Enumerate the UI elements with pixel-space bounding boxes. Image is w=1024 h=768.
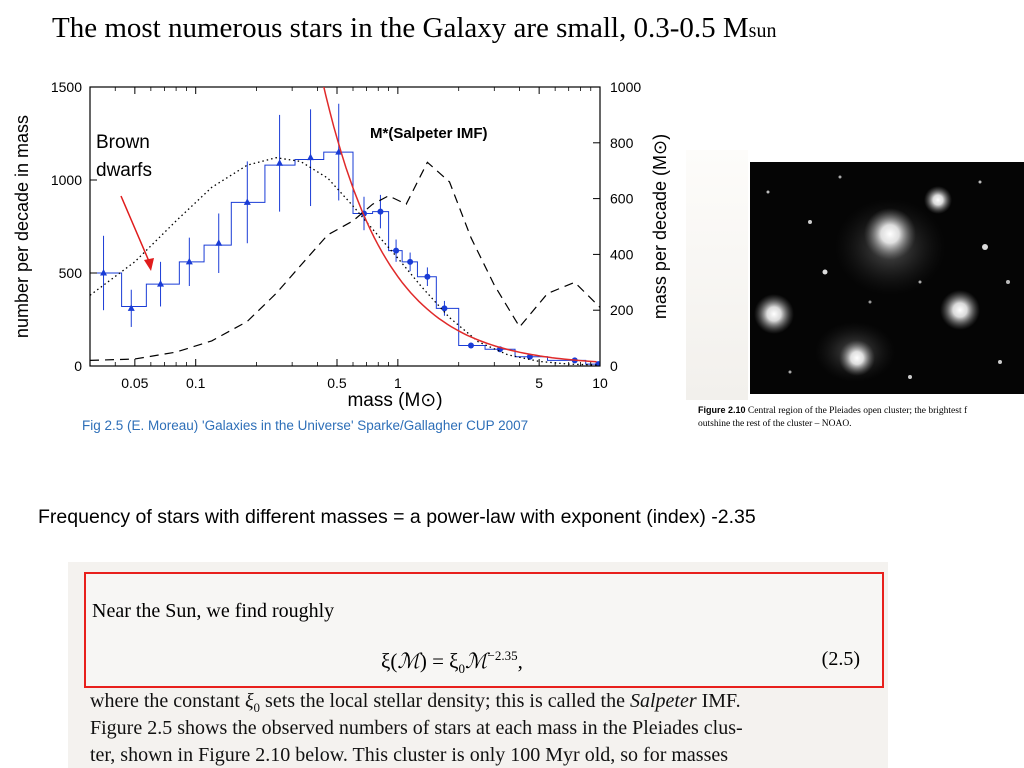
plot-frame [89, 86, 601, 367]
brown-dwarfs-arrowhead [144, 258, 154, 271]
data-point [215, 239, 223, 246]
chart-caption: Fig 2.5 (E. Moreau) 'Galaxies in the Uni… [82, 418, 529, 433]
pleiades-figure: Figure 2.10 Central region of the Pleiad… [686, 150, 1024, 450]
pleiades-photo [750, 162, 1024, 394]
y-left-tick-label: 1500 [51, 79, 82, 95]
y-right-tick-label: 600 [610, 191, 634, 207]
data-point [276, 159, 284, 166]
dotted-fit-line [90, 157, 600, 366]
book-line-2: Figure 2.5 shows the observed numbers of… [90, 717, 743, 739]
data-point [127, 304, 135, 311]
y-left-tick-label: 1000 [51, 172, 82, 188]
x-tick-label: 0.05 [121, 375, 148, 391]
book-line-1: where the constant ξ0 sets the local ste… [90, 690, 741, 715]
near-sun-text: Near the Sun, we find roughly [92, 600, 335, 622]
brown-dwarfs-arrow [120, 195, 152, 267]
histogram-step [90, 151, 600, 365]
y-left-axis-label: number per decade in mass [12, 115, 32, 338]
y-left-tick-label: 500 [59, 265, 83, 281]
y-right-tick-label: 800 [610, 135, 634, 151]
salpeter-label: M*(Salpeter IMF) [370, 125, 488, 142]
data-point [335, 148, 343, 155]
slide-title: The most numerous stars in the Galaxy ar… [52, 12, 777, 44]
equation-number: (2.5) [821, 648, 860, 670]
book-line-3: ter, shown in Figure 2.10 below. This cl… [90, 744, 729, 766]
brown-dwarfs-label: dwarfs [96, 160, 152, 181]
book-excerpt: Near the Sun, we find roughly ξ(ℳ) = ξ0ℳ… [68, 562, 888, 768]
x-tick-label: 10 [592, 375, 608, 391]
y-right-tick-label: 400 [610, 246, 634, 262]
x-tick-label: 1 [394, 375, 402, 391]
imf-chart: 0.05 0.1 0.5 1 5 1005001000150002004006008001… [12, 79, 670, 411]
data-point [243, 198, 251, 205]
data-point [157, 280, 165, 287]
y-right-tick-label: 200 [610, 302, 634, 318]
data-point [100, 269, 108, 276]
scan-margin [686, 150, 748, 400]
x-tick-label: 0.1 [186, 375, 206, 391]
x-tick-label: 5 [535, 375, 543, 391]
power-law-statement: Frequency of stars with different masses… [38, 506, 756, 528]
y-right-tick-label: 1000 [610, 79, 641, 95]
y-left-tick-label: 0 [74, 358, 82, 374]
x-tick-label: 0.5 [327, 375, 347, 391]
data-point [307, 153, 315, 161]
highlight-box: Near the Sun, we find roughly ξ(ℳ) = ξ0ℳ… [84, 572, 884, 688]
mass-per-decade-dashed [90, 161, 600, 361]
salpeter-equation: ξ(ℳ) = ξ0ℳ−2.35, [381, 648, 523, 677]
y-right-axis-label: mass per decade (M⊙) [650, 134, 670, 319]
brown-dwarfs-label: Brown [96, 132, 150, 153]
pleiades-caption: Figure 2.10 Central region of the Pleiad… [698, 405, 968, 429]
data-point [185, 257, 193, 265]
x-axis-label: mass (M⊙) [347, 390, 442, 411]
salpeter-curve [323, 87, 597, 363]
y-right-tick-label: 0 [610, 358, 618, 374]
series-group [90, 87, 600, 366]
